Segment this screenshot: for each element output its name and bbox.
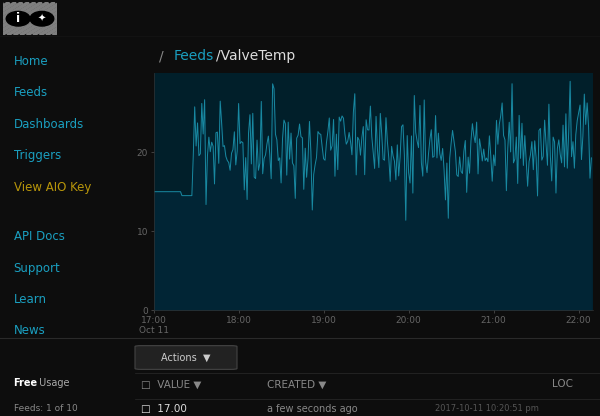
Text: ✦: ✦ xyxy=(38,14,46,24)
Circle shape xyxy=(6,11,30,26)
Text: Dashboards: Dashboards xyxy=(14,118,84,131)
Text: Free: Free xyxy=(14,379,38,389)
Text: /: / xyxy=(159,49,164,63)
Text: Learn: Learn xyxy=(14,293,47,306)
Text: News: News xyxy=(14,324,45,337)
Text: /ValveTemp: /ValveTemp xyxy=(216,49,295,63)
Text: i: i xyxy=(16,12,20,25)
Text: Actions  ▼: Actions ▼ xyxy=(161,352,211,362)
Text: a few seconds ago: a few seconds ago xyxy=(267,404,358,414)
Text: View AIO Key: View AIO Key xyxy=(14,181,91,194)
Text: 2017-10-11 10:20:51 pm: 2017-10-11 10:20:51 pm xyxy=(435,404,539,414)
Text: □  17.00: □ 17.00 xyxy=(141,404,187,414)
Text: API Docs: API Docs xyxy=(14,230,64,243)
Text: CREATED ▼: CREATED ▼ xyxy=(267,379,326,389)
Text: □  VALUE ▼: □ VALUE ▼ xyxy=(141,379,202,389)
Text: Usage: Usage xyxy=(37,379,70,389)
Text: Feeds: Feeds xyxy=(14,87,47,99)
Text: LOC: LOC xyxy=(552,379,573,389)
FancyBboxPatch shape xyxy=(135,346,237,369)
Text: Feeds: 1 of 10: Feeds: 1 of 10 xyxy=(14,404,77,414)
Circle shape xyxy=(30,11,54,26)
Text: Home: Home xyxy=(14,55,48,68)
Text: Support: Support xyxy=(14,262,60,275)
Text: Triggers: Triggers xyxy=(14,149,61,162)
Text: Feeds: Feeds xyxy=(174,49,214,63)
